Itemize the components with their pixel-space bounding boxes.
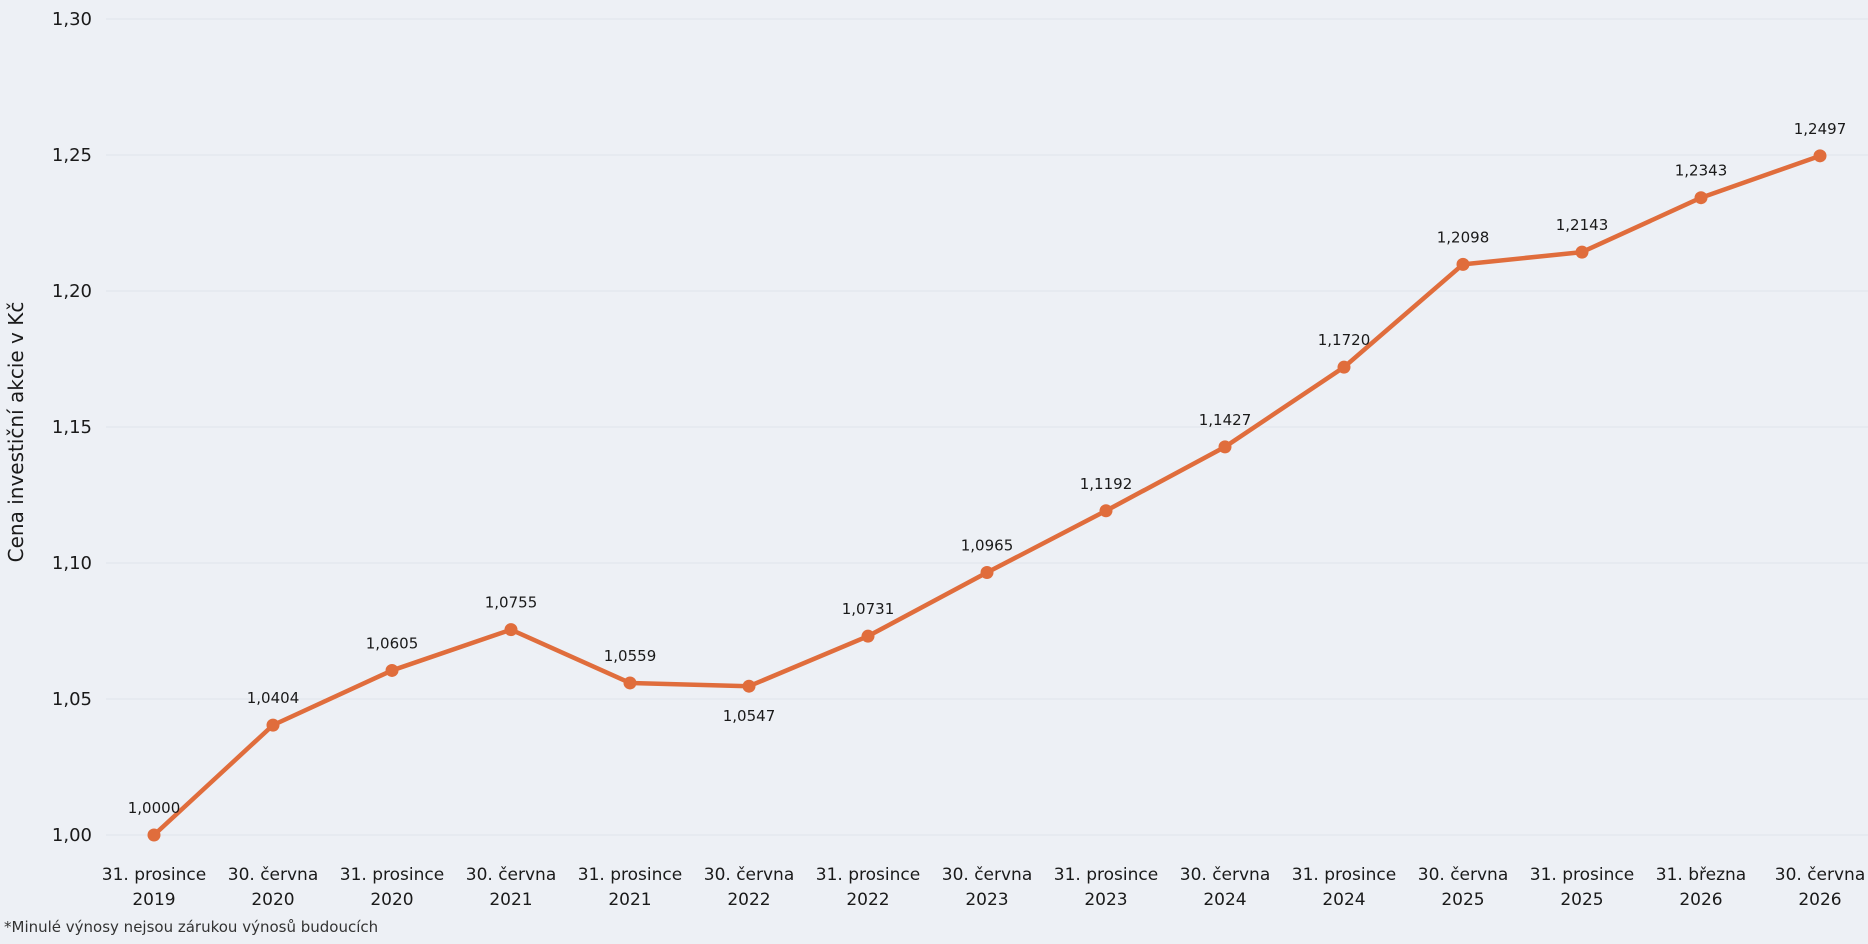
data-point <box>1575 245 1589 259</box>
x-tick-label: 30. června <box>704 865 795 885</box>
data-label: 1,2098 <box>1437 228 1490 246</box>
data-point <box>1813 149 1827 163</box>
y-tick-label: 1,00 <box>52 825 92 846</box>
x-tick-label: 31. prosince <box>816 865 920 885</box>
data-label: 1,1720 <box>1318 331 1371 349</box>
y-tick-label: 1,10 <box>52 553 92 574</box>
data-label: 1,0755 <box>485 594 538 612</box>
data-label: 1,1427 <box>1199 411 1252 429</box>
footnote: *Minulé výnosy nejsou zárukou výnosů bud… <box>4 918 379 936</box>
series-line <box>151 153 1823 838</box>
x-tick-label-year: 2024 <box>1203 890 1246 910</box>
data-point <box>1099 504 1113 518</box>
x-tick-label-year: 2022 <box>727 890 770 910</box>
data-label: 1,0965 <box>961 537 1014 555</box>
data-label: 1,2497 <box>1794 120 1847 138</box>
data-point <box>1456 257 1470 271</box>
x-tick-label: 31. prosince <box>102 865 206 885</box>
data-point <box>980 566 994 580</box>
y-tick-label: 1,15 <box>52 417 92 438</box>
y-tick-label: 1,05 <box>52 689 92 710</box>
x-tick-label-year: 2020 <box>251 890 294 910</box>
data-label: 1,0605 <box>366 634 419 652</box>
data-point <box>742 679 756 693</box>
data-point <box>1694 191 1708 205</box>
x-tick-label-year: 2021 <box>608 890 651 910</box>
x-tick-label-year: 2024 <box>1322 890 1365 910</box>
x-tick-label: 31. března <box>1656 865 1746 885</box>
data-label: 1,0404 <box>247 689 300 707</box>
x-tick-label-year: 2019 <box>132 890 175 910</box>
data-label: 1,0000 <box>128 799 181 817</box>
data-point <box>1218 440 1232 454</box>
x-tick-label-year: 2025 <box>1560 890 1603 910</box>
x-tick-label-year: 2022 <box>846 890 889 910</box>
data-labels: 1,0000 1,0404 1,0605 1,0755 1,0559 1,0547 1,07… <box>128 120 1847 817</box>
x-tick-label: 31. prosince <box>1054 865 1158 885</box>
data-label: 1,0559 <box>604 647 657 665</box>
x-tick-label: 30. června <box>1180 865 1271 885</box>
grid-lines <box>106 18 1868 836</box>
data-point <box>861 629 875 643</box>
data-point <box>504 623 518 637</box>
data-point <box>147 828 161 842</box>
data-label: 1,0547 <box>723 707 776 725</box>
data-point <box>385 663 399 677</box>
y-tick-label: 1,20 <box>52 281 92 302</box>
x-tick-label-year: 2023 <box>965 890 1008 910</box>
data-point <box>266 718 280 732</box>
y-axis-ticks: 1,00 1,05 1,10 1,15 1,20 1,25 1,30 <box>52 9 92 846</box>
x-tick-label-year: 2025 <box>1441 890 1484 910</box>
data-point <box>623 676 637 690</box>
data-point <box>1337 360 1351 374</box>
x-tick-label: 30. června <box>466 865 557 885</box>
x-tick-label: 31. prosince <box>578 865 682 885</box>
x-tick-label: 31. prosince <box>340 865 444 885</box>
data-label: 1,1192 <box>1080 475 1133 493</box>
x-tick-label: 31. prosince <box>1530 865 1634 885</box>
y-tick-label: 1,25 <box>52 145 92 166</box>
data-label: 1,0731 <box>842 600 895 618</box>
x-axis-ticks: 31. prosince 2019 30. června 2020 31. prosin… <box>102 865 1865 910</box>
x-tick-label-year: 2021 <box>489 890 532 910</box>
y-axis-title: Cena investiční akcie v Kč <box>4 301 28 563</box>
x-tick-label: 30. června <box>228 865 319 885</box>
x-tick-label: 30. června <box>1775 865 1866 885</box>
x-tick-label: 30. června <box>1418 865 1509 885</box>
x-tick-label: 30. června <box>942 865 1033 885</box>
y-tick-label: 1,30 <box>52 9 92 30</box>
data-label: 1,2343 <box>1675 162 1728 180</box>
data-label: 1,2143 <box>1556 216 1609 234</box>
series-price <box>147 149 1827 842</box>
x-tick-label-year: 2026 <box>1679 890 1722 910</box>
x-tick-label-year: 2023 <box>1084 890 1127 910</box>
x-tick-label-year: 2026 <box>1798 890 1841 910</box>
x-tick-label-year: 2020 <box>370 890 413 910</box>
x-tick-label: 31. prosince <box>1292 865 1396 885</box>
